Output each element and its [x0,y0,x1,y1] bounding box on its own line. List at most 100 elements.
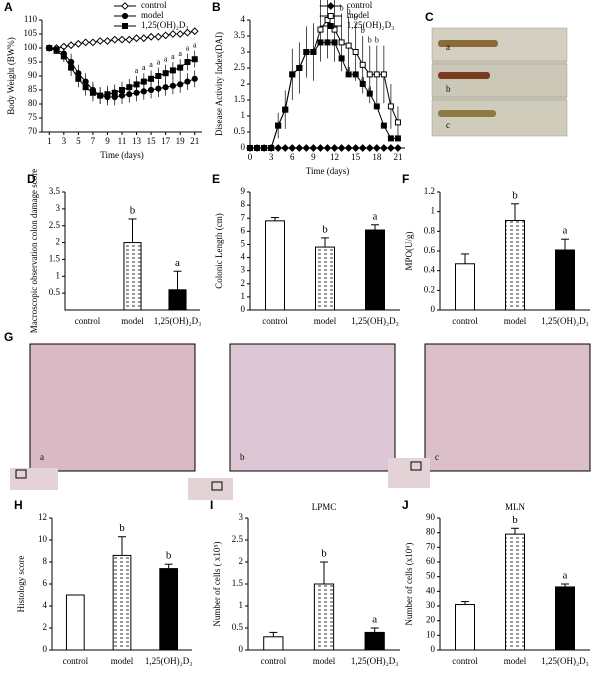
y-tick-label: 1.2 [424,186,435,196]
y-tick-label: 3.5 [234,30,246,40]
significance-label: a [157,57,161,66]
y-tick-label: 3 [241,265,246,275]
point [184,78,191,85]
legend-marker [326,2,335,10]
point [365,144,374,152]
point [394,119,401,126]
x-tick-label: 18 [372,152,382,162]
point [373,103,380,110]
bar [455,604,475,651]
y-tick-label: 0.5 [49,287,61,297]
point [75,75,82,82]
point [281,144,290,152]
x-tick-label: model [504,316,527,326]
point [358,144,367,152]
point [147,86,155,94]
point [316,144,325,152]
y-axis-label: Number of cells (x10⁶) [404,543,414,626]
point [97,92,104,99]
point [295,144,304,152]
significance-label: a [171,52,175,61]
point [60,53,67,60]
y-tick-label: 2.5 [232,534,244,544]
x-tick-label: 1,25(OH)₂D₃ [145,656,193,666]
legend-label: model [347,10,370,20]
point [366,71,373,78]
significance-label: b [321,548,327,560]
x-tick-label: model [121,316,144,326]
point [373,71,380,78]
x-tick-label: 5 [76,136,81,146]
significance-label: b [340,3,344,12]
legend-label: control [141,0,167,10]
panel-letter: J [402,498,409,512]
point [191,75,198,82]
point [303,49,310,55]
y-axis-label: Colonic Length (cm) [214,213,224,288]
point [351,144,360,152]
y-axis-label: Histology score [16,556,26,613]
y-tick-label: 4 [241,14,246,24]
x-tick-label: 1 [47,136,52,146]
bar [505,533,525,651]
legend-label: model [141,10,164,20]
y-tick-label: 3 [239,512,244,522]
y-tick-label: 40 [426,585,436,595]
photo-colons [431,27,568,137]
point [337,144,346,152]
point [344,144,353,152]
bar [123,242,142,311]
point [379,144,388,152]
x-tick-label: control [452,316,478,326]
point [268,145,275,151]
panel-letter: C [425,10,434,24]
y-axis-label: Disease Activity Index(DAI) [214,32,224,136]
x-tick-label: 9 [311,152,316,162]
bar [455,263,475,311]
x-tick-label: model [504,656,527,666]
significance-label: b [130,205,136,217]
point [380,122,387,129]
x-tick-label: 15 [351,152,361,162]
point [155,73,162,79]
significance-label: a [135,66,139,75]
y-tick-label: 4 [241,252,246,262]
x-tick-label: 1,25(OH)₂D₃ [351,656,399,666]
bar [265,220,285,311]
y-tick-label: 1 [241,110,246,120]
y-tick-label: 0.5 [234,126,246,136]
x-tick-label: 21 [393,152,402,162]
panel-letter: G [4,330,13,344]
significance-label: a [368,83,372,92]
y-tick-label: 0 [431,304,436,314]
axis [64,192,200,311]
significance-label: a [193,41,197,50]
y-tick-label: 100 [24,42,38,52]
point [67,41,75,50]
photo-label: a [40,452,44,462]
legend-marker [121,2,129,10]
point [345,71,352,78]
point [169,67,176,74]
point [96,37,105,45]
y-tick-label: 60 [426,556,436,566]
point [324,39,331,46]
point [338,55,345,62]
point [89,89,96,96]
x-tick-label: 15 [147,136,157,146]
significance-label: a [347,64,351,73]
significance-label: a [175,257,180,269]
point [111,89,118,96]
y-axis-label: Body Weight (BW%) [6,37,16,115]
x-tick-label: 12 [330,152,339,162]
bar [168,289,187,311]
x-tick-label: 1,25(OH)₂D₃ [154,316,202,326]
point [139,34,148,43]
y-tick-label: 1.5 [49,253,61,263]
significance-label: a [372,614,377,626]
significance-label: b [375,35,379,44]
y-tick-label: 0 [241,304,246,314]
point [125,35,134,44]
point [317,26,324,33]
